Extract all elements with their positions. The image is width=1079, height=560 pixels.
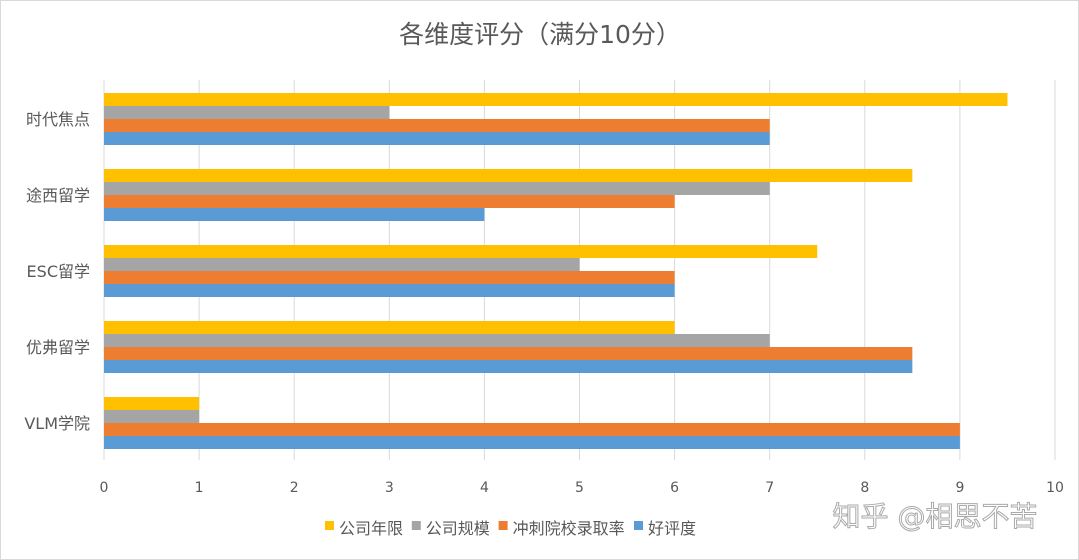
legend-label: 公司年限 (339, 519, 403, 538)
x-tick-label: 3 (385, 480, 394, 496)
bar-3-0 (104, 132, 770, 145)
bar-2-1 (104, 195, 675, 208)
bar-0-0 (104, 93, 1008, 106)
x-tick-label: 7 (765, 480, 774, 496)
bar-1-0 (104, 106, 390, 119)
bar-2-2 (104, 271, 675, 284)
legend-label: 公司规模 (426, 519, 490, 538)
x-tick-label: 0 (100, 480, 109, 496)
x-tick-label: 8 (860, 480, 869, 496)
x-tick-label: 2 (290, 480, 299, 496)
legend-swatch (325, 521, 334, 530)
bar-2-4 (104, 423, 960, 436)
bar-1-4 (104, 410, 200, 423)
y-category-label: 途西留学 (26, 186, 90, 205)
bar-0-3 (104, 321, 675, 334)
x-tick-label: 5 (575, 480, 584, 496)
x-tick-label: 1 (195, 480, 204, 496)
x-tick-label: 4 (480, 480, 489, 496)
legend-label: 好评度 (648, 519, 696, 538)
bar-3-3 (104, 360, 913, 373)
legend-swatch (411, 521, 421, 530)
y-category-label: ESC留学 (27, 262, 90, 281)
chart-title: 各维度评分（满分10分） (399, 20, 681, 49)
x-tick-label: 10 (1046, 480, 1064, 496)
bar-0-1 (104, 169, 913, 182)
legend-swatch (634, 521, 643, 530)
bar-0-4 (104, 397, 200, 410)
legend-swatch (498, 521, 508, 530)
x-tick-label: 9 (955, 480, 964, 496)
bar-3-4 (104, 436, 960, 449)
bar-2-3 (104, 347, 913, 360)
y-category-label: VLM学院 (24, 414, 90, 433)
bar-2-0 (104, 119, 770, 132)
y-category-label: 优弗留学 (26, 338, 90, 357)
bar-3-1 (104, 208, 485, 221)
watermark: 知乎 @相思不苦 (833, 500, 1038, 533)
y-category-label: 时代焦点 (26, 110, 90, 129)
bar-1-2 (104, 258, 580, 271)
bar-1-3 (104, 334, 770, 347)
legend-label: 冲刺院校录取率 (513, 519, 625, 538)
bar-3-2 (104, 284, 675, 297)
bar-1-1 (104, 182, 770, 195)
bar-0-2 (104, 245, 818, 258)
x-tick-label: 6 (670, 480, 679, 496)
